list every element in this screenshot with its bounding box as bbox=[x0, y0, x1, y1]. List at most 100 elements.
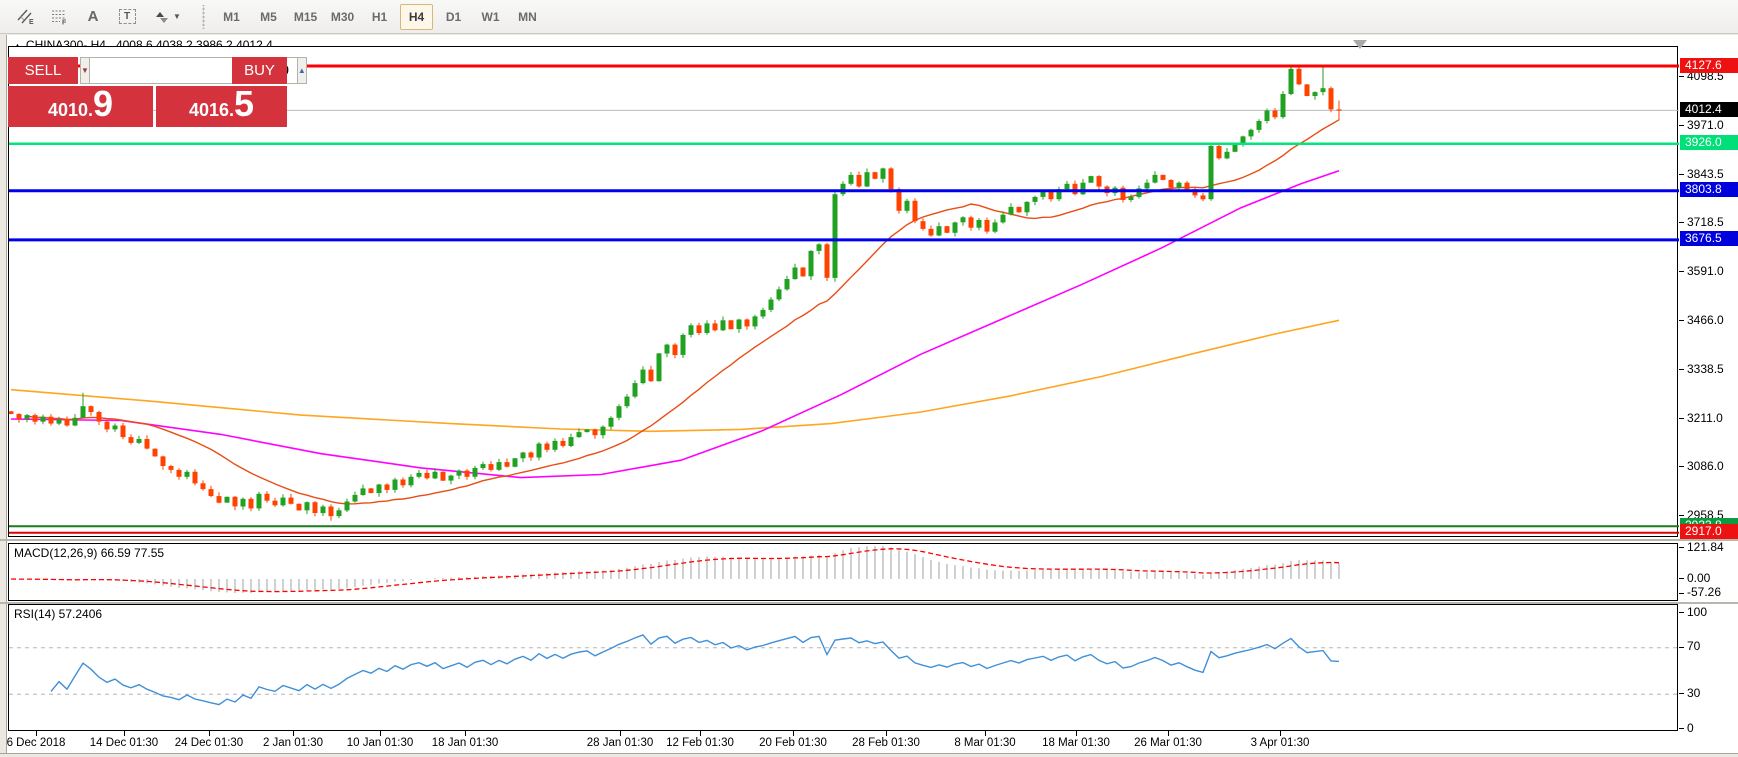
price-tick-label: 3086.0 bbox=[1687, 459, 1724, 473]
timeframe-button-m5[interactable]: M5 bbox=[260, 9, 277, 24]
price-line-badge: 3676.5 bbox=[1680, 231, 1738, 247]
rsi-indicator-pane[interactable] bbox=[8, 604, 1679, 732]
equidistant-channel-icon[interactable]: E bbox=[10, 4, 40, 30]
price-tick-label: 3591.0 bbox=[1687, 264, 1724, 279]
time-tick-mark bbox=[1280, 731, 1281, 736]
buy-price-display[interactable]: 4016 . 5 bbox=[156, 86, 287, 127]
time-tick-mark bbox=[700, 731, 701, 736]
price-tick-label: 3338.5 bbox=[1687, 361, 1724, 376]
time-tick-mark bbox=[36, 731, 37, 736]
time-tick-mark bbox=[380, 731, 381, 736]
time-tick-mark bbox=[985, 731, 986, 736]
sell-price-big-digit: 9 bbox=[93, 83, 114, 124]
timeframe-button-h4[interactable]: H4 bbox=[400, 3, 433, 30]
time-tick-mark bbox=[1076, 731, 1077, 736]
price-tick-mark bbox=[1679, 368, 1684, 370]
price-line-badge: 3926.0 bbox=[1680, 135, 1738, 151]
timeframe-button-mn[interactable]: MN bbox=[518, 9, 537, 24]
macd-canvas[interactable] bbox=[9, 544, 1679, 602]
price-tick-mark bbox=[1679, 466, 1684, 467]
price-tick-label: 3843.5 bbox=[1687, 167, 1724, 181]
sell-price-display[interactable]: 4010 . 9 bbox=[8, 86, 153, 127]
window-left-gutter bbox=[0, 35, 7, 757]
timeframe-button-h1[interactable]: H1 bbox=[371, 9, 388, 24]
rsi-tick-label: 0 bbox=[1687, 720, 1694, 735]
macd-tick-label: 0.00 bbox=[1687, 570, 1711, 585]
buy-price-big-digit: 5 bbox=[234, 83, 255, 124]
timeframe-button-m15[interactable]: M15 bbox=[293, 9, 318, 24]
price-tick-mark bbox=[1679, 271, 1684, 273]
timeframe-button-d1[interactable]: D1 bbox=[445, 9, 462, 24]
rsi-tick-mark bbox=[1679, 646, 1684, 648]
buy-price-main: 4016 bbox=[188, 100, 229, 120]
volume-stepper: ▼ ▲ bbox=[80, 57, 307, 84]
price-tick-mark bbox=[1679, 515, 1684, 517]
fibonacci-retracement-icon[interactable]: F bbox=[44, 4, 74, 30]
timeframe-button-m1[interactable]: M1 bbox=[223, 9, 240, 24]
time-tick-label: 18 Mar 01:30 bbox=[1042, 737, 1110, 749]
macd-tick-mark bbox=[1679, 547, 1684, 548]
price-tick-label: 3718.5 bbox=[1687, 215, 1724, 230]
time-tick-label: 14 Dec 01:30 bbox=[89, 737, 159, 749]
svg-text:E: E bbox=[29, 19, 34, 25]
price-tick-mark bbox=[1679, 222, 1684, 224]
timeframe-button-w1[interactable]: W1 bbox=[481, 9, 500, 24]
price-tick-label: 3466.0 bbox=[1687, 312, 1724, 327]
price-tick-label: 3211.0 bbox=[1687, 410, 1723, 425]
macd-label: MACD(12,26,9) 66.59 77.55 bbox=[14, 546, 165, 560]
arrow-objects-icon[interactable]: ▼ bbox=[146, 4, 188, 30]
price-line-badge: 2917.0 bbox=[1680, 524, 1738, 540]
pane-splitter[interactable] bbox=[0, 601, 1738, 604]
rsi-tick-label: 30 bbox=[1687, 685, 1701, 700]
buy-button[interactable]: BUY bbox=[232, 57, 287, 84]
price-chart-pane[interactable] bbox=[8, 46, 1679, 538]
price-tick-mark bbox=[1679, 319, 1684, 321]
volume-increase-button[interactable]: ▲ bbox=[296, 57, 307, 84]
time-tick-mark bbox=[124, 731, 125, 736]
time-tick-label: 28 Jan 01:30 bbox=[586, 737, 654, 749]
text-label-icon[interactable]: T bbox=[112, 4, 142, 30]
time-tick-mark bbox=[1168, 731, 1169, 736]
chart-shift-marker[interactable] bbox=[1353, 40, 1367, 49]
sell-button[interactable]: SELL bbox=[8, 57, 78, 84]
text-icon[interactable]: A bbox=[87, 8, 99, 25]
volume-decrease-button[interactable]: ▼ bbox=[80, 57, 90, 84]
buy-button-label: BUY bbox=[244, 62, 275, 79]
price-chart-canvas[interactable] bbox=[9, 47, 1679, 538]
rsi-tick-label: 100 bbox=[1687, 604, 1708, 619]
time-tick-label: 3 Apr 01:30 bbox=[1250, 737, 1310, 749]
time-tick-mark bbox=[293, 731, 294, 736]
time-tick-label: 28 Feb 01:30 bbox=[852, 737, 920, 749]
price-tick-label: 3971.0 bbox=[1687, 117, 1724, 132]
time-tick-label: 18 Jan 01:30 bbox=[431, 737, 499, 749]
triangle-up-icon: ▲ bbox=[297, 66, 306, 75]
window-bottom-strip bbox=[0, 753, 1738, 757]
pane-splitter[interactable] bbox=[0, 539, 1738, 541]
macd-tick-label: -57.26 bbox=[1687, 585, 1722, 600]
text-label-glyph: T bbox=[118, 9, 136, 24]
time-tick-label: 10 Jan 01:30 bbox=[346, 737, 414, 749]
macd-tick-mark bbox=[1679, 578, 1684, 579]
macd-tick-mark bbox=[1679, 592, 1684, 594]
time-tick-label: 8 Mar 01:30 bbox=[954, 737, 1016, 749]
top-toolbar: E F A T ▼ M1 M5 M15 M30 H1 H4 D1 W1 MN bbox=[0, 0, 1738, 34]
price-tick-mark bbox=[1679, 124, 1684, 126]
time-tick-label: 6 Dec 2018 bbox=[6, 737, 66, 749]
rsi-tick-mark bbox=[1679, 612, 1684, 613]
price-line-badge: 4127.6 bbox=[1680, 57, 1738, 73]
sell-price-main: 4010 bbox=[47, 100, 88, 120]
macd-indicator-pane[interactable] bbox=[8, 543, 1678, 601]
price-line-badge: 4012.4 bbox=[1680, 101, 1738, 117]
price-line-badge: 3803.8 bbox=[1680, 182, 1738, 198]
timeframe-button-m30[interactable]: M30 bbox=[330, 9, 355, 24]
time-tick-mark bbox=[793, 731, 794, 736]
rsi-canvas[interactable] bbox=[9, 605, 1679, 732]
rsi-label: RSI(14) 57.2406 bbox=[14, 607, 103, 621]
svg-text:F: F bbox=[62, 20, 67, 26]
time-tick-mark bbox=[886, 731, 887, 736]
price-tick-mark bbox=[1679, 417, 1684, 419]
rsi-tick-label: 70 bbox=[1687, 639, 1701, 654]
toolbar-separator bbox=[200, 4, 207, 29]
rsi-tick-mark bbox=[1679, 728, 1684, 729]
